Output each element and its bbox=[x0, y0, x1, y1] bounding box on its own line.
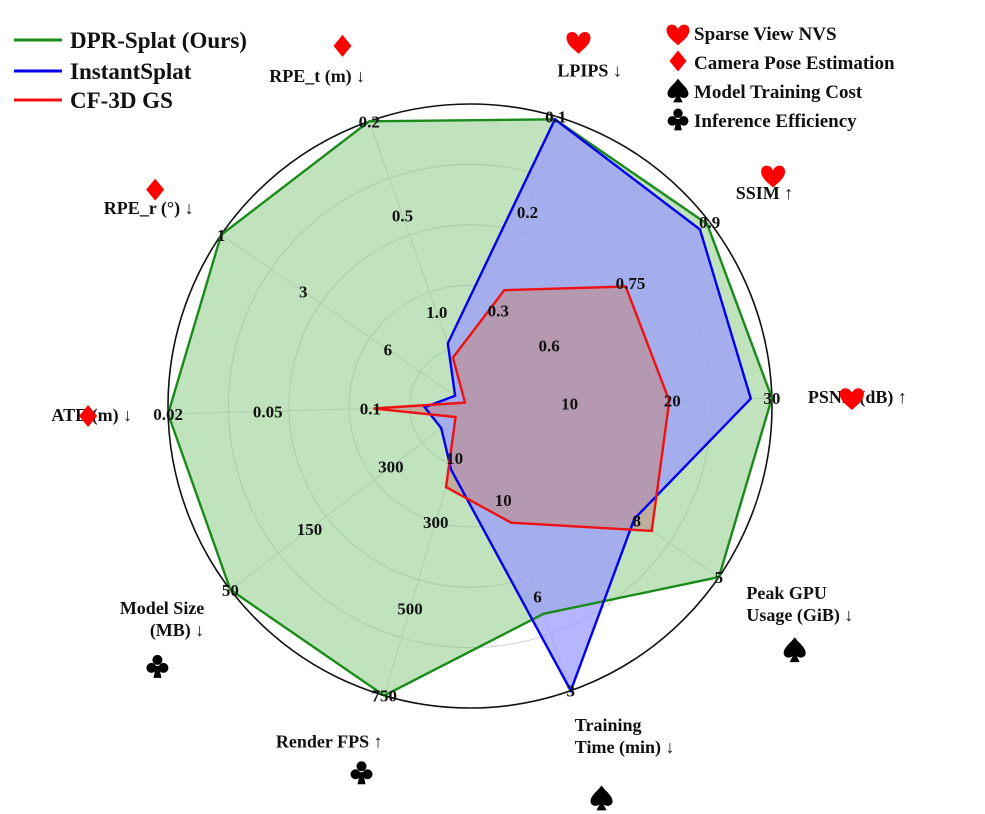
radar-axis-labels: LPIPS ↓SSIM ↑PSNR (dB) ↑Peak GPU Usage (G… bbox=[51, 31, 907, 811]
tick-label: 300 bbox=[378, 458, 404, 477]
diamond-icon bbox=[146, 178, 165, 201]
tick-label: 0.6 bbox=[538, 336, 559, 355]
axis-label-line: RPE_t (m) ↓ bbox=[269, 66, 365, 87]
series-line-instantsplat bbox=[422, 117, 753, 694]
axis-label-line: RPE_r (°) ↓ bbox=[104, 198, 194, 219]
outer-ring bbox=[167, 103, 773, 709]
tick-label: 0.5 bbox=[392, 206, 413, 225]
tick-label: 8 bbox=[633, 512, 642, 531]
spade-icon bbox=[667, 78, 689, 103]
club-icon bbox=[146, 654, 169, 678]
axis-label-line: Training bbox=[575, 715, 642, 735]
category-legend-label: Inference Efficiency bbox=[694, 111, 857, 132]
axis-label-line: SSIM ↑ bbox=[736, 183, 794, 203]
tick-label: 0.05 bbox=[253, 402, 283, 421]
legend-label-dpr-splat: DPR-Splat (Ours) bbox=[70, 28, 247, 53]
axis-label: RPE_t (m) ↓ bbox=[269, 66, 365, 87]
axis-label: RPE_r (°) ↓ bbox=[104, 198, 194, 219]
tick-label: 0.9 bbox=[699, 213, 720, 232]
tick-label: 3 bbox=[299, 282, 308, 301]
tick-label: 0.1 bbox=[360, 400, 381, 419]
tick-label: 3 bbox=[567, 682, 576, 701]
radar-tick-labels: 0.3 0.2 0.1 0.6 0.75 0.9 10 20 30 8 5 10 6 3 10 300 500 7… bbox=[153, 107, 780, 705]
tick-label: 6 bbox=[533, 588, 542, 607]
series-line-cf-3d-gs bbox=[373, 285, 671, 533]
tick-label: 300 bbox=[423, 513, 449, 532]
club-icon bbox=[667, 108, 689, 131]
legend-label-cf-3d-gs: CF-3D GS bbox=[70, 88, 173, 113]
tick-label: 0.2 bbox=[359, 112, 380, 131]
tick-label: 50 bbox=[222, 581, 239, 600]
axis-label-line: Time (min) ↓ bbox=[575, 737, 675, 758]
radar-series bbox=[166, 117, 774, 697]
axis-label-line: (MB) ↓ bbox=[150, 620, 204, 641]
tick-label: 1 bbox=[217, 226, 226, 245]
legend-label-instantsplat: InstantSplat bbox=[70, 59, 192, 84]
tick-label: 6 bbox=[384, 341, 393, 360]
tick-label: 10 bbox=[495, 491, 512, 510]
axis-label-line: Model Size bbox=[120, 598, 204, 618]
tick-label: 30 bbox=[763, 389, 780, 408]
axis-label: Model Size (MB) ↓ bbox=[120, 598, 204, 641]
diamond-icon bbox=[333, 34, 352, 57]
tick-label: 0.02 bbox=[153, 405, 183, 424]
diamond-icon bbox=[669, 50, 687, 72]
heart-icon bbox=[666, 24, 690, 46]
category-legend-label: Sparse View NVS bbox=[694, 24, 837, 45]
axis-label: Render FPS ↑ bbox=[276, 732, 383, 752]
diamond-icon bbox=[79, 404, 98, 427]
tick-label: 500 bbox=[397, 600, 423, 619]
tick-label: 10 bbox=[561, 394, 578, 413]
category-legend: Sparse View NVS Camera Pose Estimation Mod… bbox=[666, 24, 895, 132]
axis-label-line: LPIPS ↓ bbox=[557, 60, 622, 80]
spade-icon bbox=[783, 637, 806, 663]
tick-label: 10 bbox=[446, 449, 463, 468]
tick-label: 750 bbox=[371, 687, 397, 706]
tick-label: 0.75 bbox=[616, 274, 646, 293]
tick-label: 0.3 bbox=[488, 301, 509, 320]
tick-label: 0.2 bbox=[517, 203, 538, 222]
club-icon bbox=[350, 761, 373, 785]
tick-label: 5 bbox=[715, 568, 724, 587]
heart-icon bbox=[566, 31, 591, 54]
axis-label: Peak GPU Usage (GiB) ↓ bbox=[746, 583, 853, 626]
tick-label: 1.0 bbox=[426, 303, 447, 322]
axis-label: SSIM ↑ bbox=[736, 183, 794, 203]
heart-icon bbox=[761, 165, 786, 188]
tick-label: 20 bbox=[664, 392, 681, 411]
category-legend-label: Model Training Cost bbox=[694, 82, 863, 103]
series-legend: DPR-Splat (Ours) InstantSplat CF-3D GS bbox=[14, 28, 247, 113]
category-legend-label: Camera Pose Estimation bbox=[694, 53, 895, 74]
axis-label: LPIPS ↓ bbox=[557, 60, 622, 80]
heart-icon bbox=[839, 388, 864, 411]
axis-label-line: Usage (GiB) ↓ bbox=[746, 605, 853, 626]
tick-label: 150 bbox=[297, 520, 323, 539]
axis-label-line: Render FPS ↑ bbox=[276, 732, 383, 752]
axis-label-line: Peak GPU bbox=[746, 583, 827, 603]
tick-label: 0.1 bbox=[545, 107, 566, 126]
axis-label: Training Time (min) ↓ bbox=[575, 715, 675, 758]
spade-icon bbox=[590, 785, 613, 811]
series-area-cf-3d-gs bbox=[373, 286, 670, 531]
series-line-dpr-splat-ours bbox=[166, 118, 774, 697]
